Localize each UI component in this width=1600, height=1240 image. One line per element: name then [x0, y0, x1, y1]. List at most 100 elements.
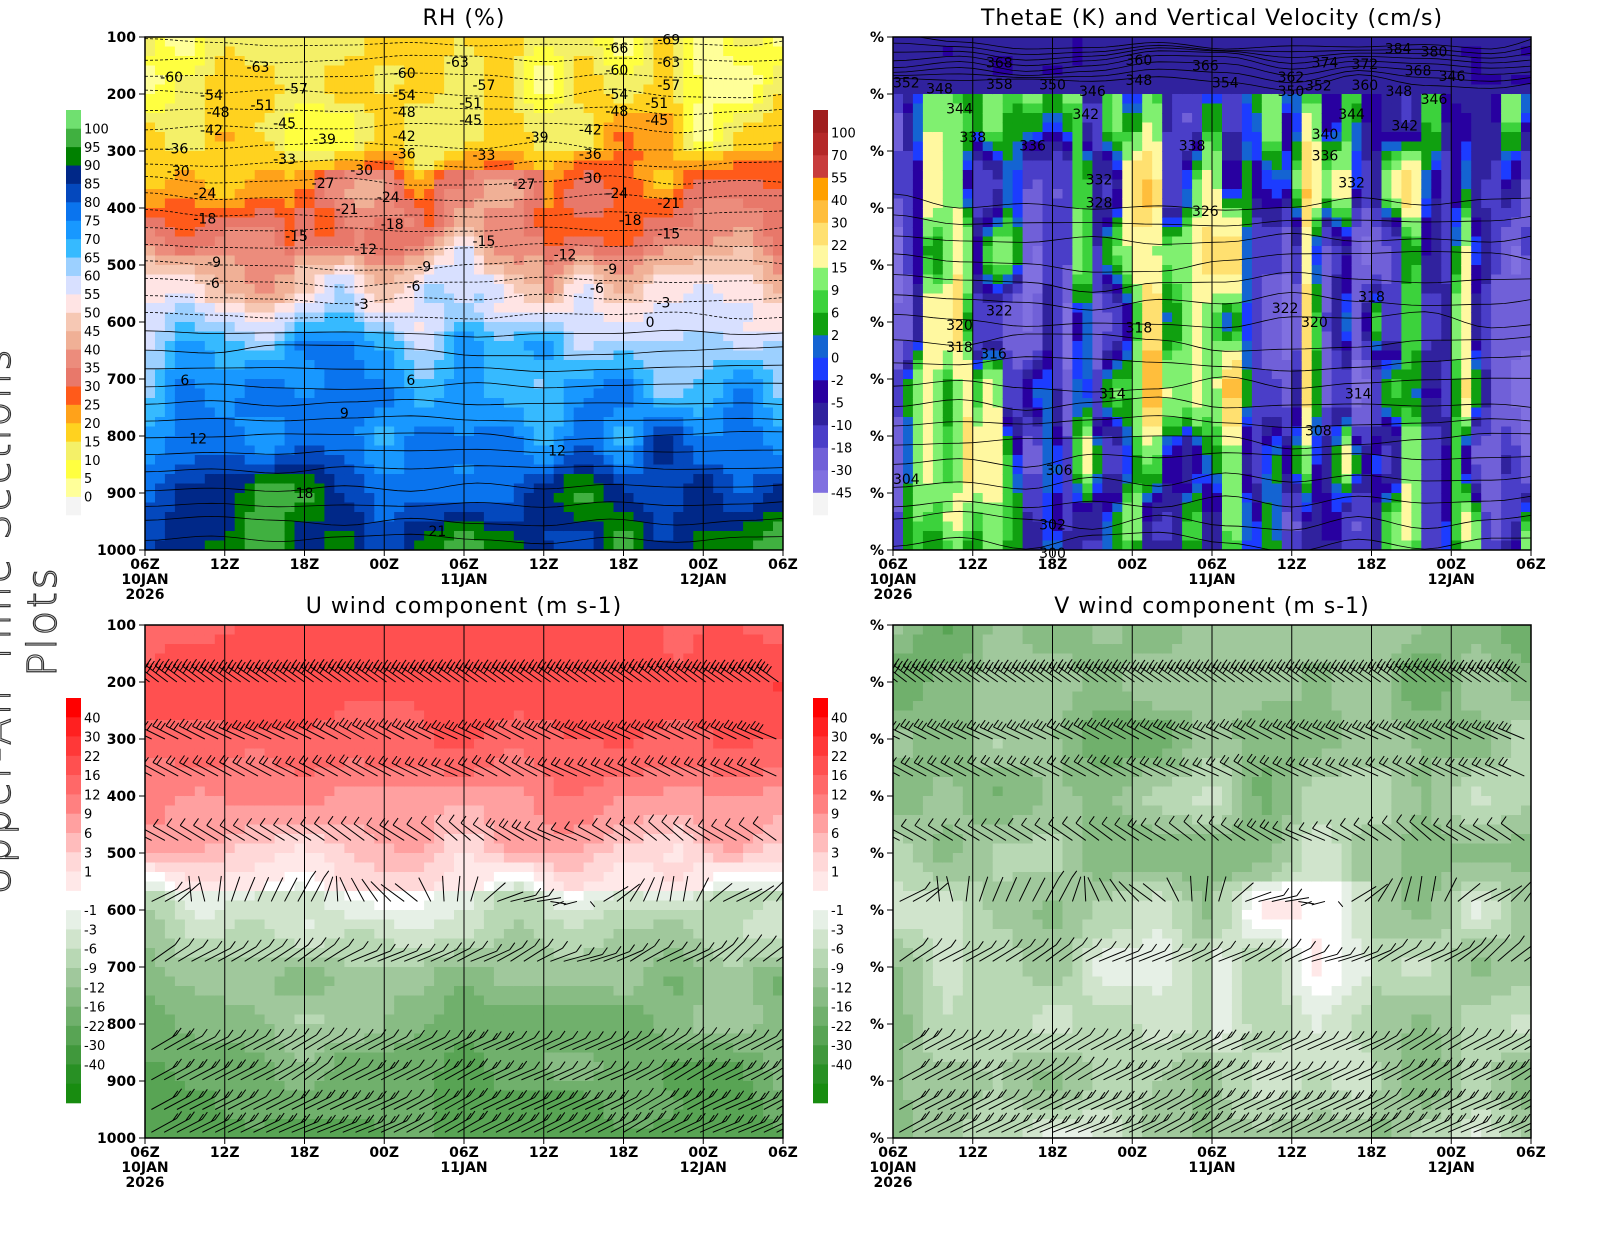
field-cell [963, 531, 974, 541]
field-cell [733, 522, 744, 532]
field-cell [683, 446, 694, 456]
field-cell [524, 75, 535, 85]
field-cell [554, 341, 565, 351]
field-cell [434, 132, 445, 142]
field-cell [1102, 484, 1113, 494]
field-cell [1063, 446, 1074, 456]
field-cell [334, 541, 345, 551]
field-cell [494, 284, 505, 294]
field-cell [973, 208, 984, 218]
field-cell [733, 408, 744, 418]
field-cell [315, 484, 326, 494]
field-cell [923, 417, 934, 427]
field-cell [1023, 379, 1034, 389]
field-cell [963, 227, 974, 237]
field-cell [484, 370, 495, 380]
contour-label: -57 [657, 78, 680, 94]
field-cell [195, 66, 206, 76]
field-cell [1072, 389, 1083, 399]
field-cell [584, 351, 595, 361]
field-cell [245, 417, 256, 427]
field-cell [1132, 265, 1143, 275]
field-cell [165, 351, 176, 361]
field-cell [384, 522, 395, 532]
field-cell [155, 522, 166, 532]
field-cell [1003, 189, 1014, 199]
field-cell [1112, 474, 1123, 484]
field-cell [145, 351, 156, 361]
field-cell [953, 265, 964, 275]
field-cell [374, 275, 385, 285]
contour-label: -42 [579, 122, 602, 138]
field-cell [733, 94, 744, 104]
field-cell [634, 56, 645, 66]
field-cell [315, 199, 326, 209]
field-cell [703, 142, 714, 152]
field-cell [354, 322, 365, 332]
field-cell [145, 408, 156, 418]
field-cell [165, 455, 176, 465]
y-tick-label: 800 [107, 429, 136, 445]
field-cell [255, 47, 266, 57]
field-cell [295, 341, 306, 351]
field-cell [1063, 180, 1074, 190]
field-cell [514, 465, 525, 475]
field-cell [155, 104, 166, 114]
field-cell [983, 427, 994, 437]
field-cell [235, 37, 246, 47]
field-cell [414, 303, 425, 313]
field-cell [614, 531, 625, 541]
field-cell [663, 332, 674, 342]
field-cell [893, 531, 904, 541]
field-cell [374, 370, 385, 380]
field-cell [534, 522, 545, 532]
field-cell [643, 446, 654, 456]
field-cell [1132, 142, 1143, 152]
field-cell [653, 246, 664, 256]
field-cell [185, 275, 196, 285]
field-cell [683, 161, 694, 171]
field-cell [295, 455, 306, 465]
field-cell [993, 408, 1004, 418]
field-cell [1112, 493, 1123, 503]
field-cell [1122, 275, 1133, 285]
field-cell [1072, 132, 1083, 142]
y-tick-label: 200 [107, 87, 136, 103]
field-cell [594, 446, 605, 456]
field-cell [913, 180, 924, 190]
field-cell [903, 104, 914, 114]
field-cell [444, 85, 455, 95]
field-cell [713, 427, 724, 437]
field-cell [175, 199, 186, 209]
field-cell [663, 256, 674, 266]
field-cell [614, 512, 625, 522]
field-cell [903, 493, 914, 503]
field-cell [334, 104, 345, 114]
field-cell [315, 161, 326, 171]
field-cell [235, 465, 246, 475]
field-cell [155, 246, 166, 256]
field-cell [394, 522, 405, 532]
field-cell [1112, 246, 1123, 256]
field-cell [165, 417, 176, 427]
field-cell [1043, 313, 1054, 323]
field-cell [514, 389, 525, 399]
field-cell [1082, 360, 1093, 370]
field-cell [923, 294, 934, 304]
field-cell [165, 284, 176, 294]
field-cell [614, 360, 625, 370]
field-cell [703, 132, 714, 142]
field-cell [574, 332, 585, 342]
field-cell [444, 370, 455, 380]
field-cell [564, 417, 575, 427]
field-cell [973, 408, 984, 418]
field-cell [145, 541, 156, 551]
field-cell [414, 208, 425, 218]
field-cell [434, 379, 445, 389]
field-cell [155, 370, 166, 380]
field-cell [653, 436, 664, 446]
contour-label: -3 [355, 297, 369, 313]
field-cell [364, 465, 375, 475]
field-cell [743, 104, 754, 114]
field-cell [973, 522, 984, 532]
